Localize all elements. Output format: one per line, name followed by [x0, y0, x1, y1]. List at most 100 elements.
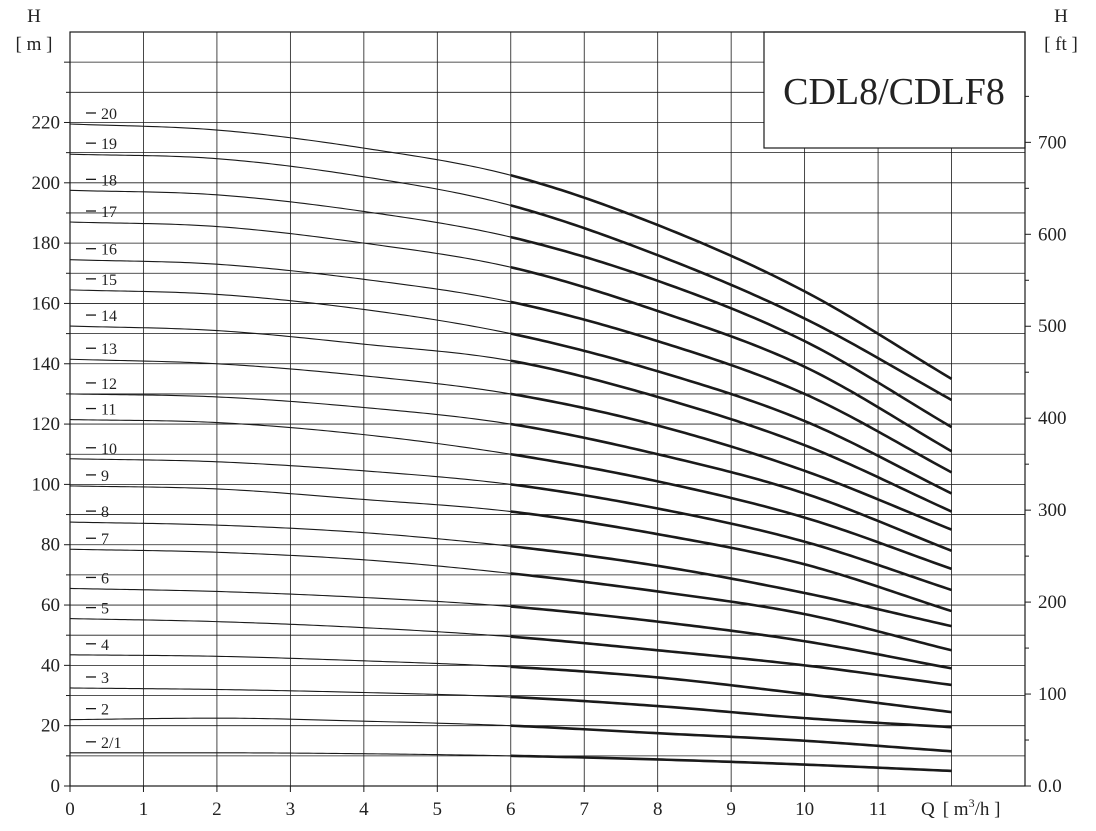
curve-stage-4-recommended	[510, 665, 952, 714]
left-tick-label: 60	[41, 595, 60, 616]
curve-stage-16-thin	[69, 259, 511, 303]
curve-stage-5-thin	[69, 618, 511, 638]
curve-stage-2/1-recommended	[510, 754, 952, 773]
x-tick-label: 6	[506, 799, 516, 820]
curve-stage-5-recommended	[510, 635, 952, 687]
right-tick-label: 100	[1038, 684, 1067, 705]
stage-label-12: 12	[101, 376, 117, 393]
x-tick-label: 5	[433, 799, 443, 820]
stage-label-14: 14	[101, 308, 117, 325]
curve-stage-12-thin	[69, 393, 511, 425]
curve-stage-18-recommended	[510, 235, 953, 429]
x-tick-label: 3	[286, 799, 296, 820]
right-tick-label: 400	[1038, 408, 1067, 429]
stage-label-17: 17	[101, 204, 117, 221]
curve-stage-15-recommended	[510, 332, 953, 495]
curve-stage-18-thin	[69, 189, 511, 238]
right-tick-label: 600	[1038, 224, 1067, 245]
left-tick-label: 200	[32, 173, 61, 194]
curve-stage-9-thin	[69, 485, 511, 513]
stage-label-18: 18	[101, 172, 117, 189]
left-axis-ticks: 0 20 40 60 80 100 120 140 160 180 200 220	[32, 61, 70, 797]
x-axis-unit-sup: 3	[969, 796, 975, 810]
x-tick-label: 4	[359, 799, 369, 820]
right-tick-label: 700	[1038, 132, 1067, 153]
curve-stage-13-recommended	[510, 392, 953, 531]
x-tick-label: 7	[579, 799, 589, 820]
stage-label-19: 19	[101, 136, 117, 153]
stage-label-10: 10	[101, 441, 117, 458]
curve-stage-4-thin	[69, 654, 511, 668]
stage-label-3: 3	[101, 670, 109, 687]
x-axis-ticks: 0 1 2 3 4 5 6 7 8 9 10 11	[65, 786, 887, 820]
x-tick-label: 9	[726, 799, 736, 820]
left-tick-label: 160	[32, 293, 61, 314]
stage-label-5: 5	[101, 601, 109, 618]
curve-stage-6-recommended	[510, 605, 952, 670]
curve-stage-16-recommended	[510, 300, 953, 474]
left-tick-label: 40	[41, 655, 60, 676]
curve-stage-7-thin	[69, 548, 511, 574]
x-tick-label: 11	[869, 799, 887, 820]
title-box	[763, 31, 1026, 149]
curve-stage-20-thin	[69, 123, 511, 176]
left-tick-label: 180	[32, 233, 61, 254]
curve-stage-17-thin	[69, 221, 511, 268]
curve-stage-3-recommended	[510, 695, 952, 729]
curve-stage-8-recommended	[510, 544, 952, 628]
stage-label-4: 4	[101, 637, 109, 654]
stage-label-8: 8	[101, 504, 109, 521]
stage-label-16: 16	[101, 242, 117, 259]
curve-stage-11-thin	[69, 419, 511, 455]
left-tick-label: 140	[32, 354, 61, 375]
curve-stage-10-recommended	[510, 483, 952, 592]
left-tick-label: 100	[32, 474, 61, 495]
stage-label-7: 7	[101, 531, 109, 548]
left-axis-unit: [ m ]	[16, 34, 53, 55]
stage-label-9: 9	[101, 468, 109, 485]
stage-label-13: 13	[101, 341, 117, 358]
stage-label-2: 2	[101, 702, 109, 719]
stage-label-11: 11	[101, 402, 116, 419]
left-tick-label: 0	[51, 776, 61, 797]
left-axis-symbol: H	[27, 6, 41, 27]
x-axis-unit-close: /h ]	[975, 799, 1001, 820]
curve-stage-11-recommended	[510, 452, 952, 571]
curve-stage-20-recommended	[510, 174, 953, 380]
right-tick-label: 200	[1038, 592, 1067, 613]
left-tick-label: 20	[41, 716, 60, 737]
curve-stage-2-recommended	[510, 724, 952, 753]
curve-stage-19-recommended	[510, 204, 953, 402]
curve-stage-14-recommended	[510, 359, 953, 513]
right-tick-label: 0.0	[1038, 776, 1062, 797]
curve-stage-7-recommended	[510, 572, 952, 652]
curve-stage-2-thin	[69, 717, 511, 727]
curve-stage-14-thin	[69, 325, 511, 362]
stage-label-6: 6	[101, 570, 109, 587]
x-axis-symbol: Q	[921, 799, 935, 820]
right-tick-label: 300	[1038, 500, 1067, 521]
right-axis-symbol: H	[1054, 6, 1068, 27]
x-tick-label: 0	[65, 799, 75, 820]
right-tick-label: 500	[1038, 316, 1067, 337]
curve-stage-17-recommended	[510, 265, 953, 453]
x-tick-label: 1	[139, 799, 149, 820]
stage-label-15: 15	[101, 272, 117, 289]
curve-stage-10-thin	[69, 458, 511, 485]
chart-title: CDL8/CDLF8	[783, 71, 1005, 113]
curves	[69, 123, 953, 773]
right-axis-ticks: 0.0 100 200 300 400 500 600 700	[1025, 95, 1067, 797]
plot-frame	[69, 31, 1026, 787]
x-axis-unit-open: [ m	[943, 799, 969, 820]
right-axis-unit: [ ft ]	[1044, 34, 1078, 55]
x-tick-label: 2	[212, 799, 222, 820]
curve-stage-3-thin	[69, 687, 511, 698]
curve-stage-9-recommended	[510, 510, 952, 613]
stage-label-2/1: 2/1	[101, 735, 121, 752]
stage-labels: 2/1 2 3 4 5 6 7 8 9 10 11 12 13 14 15 16 17 18 19 20	[86, 106, 121, 752]
x-tick-label: 8	[653, 799, 663, 820]
left-tick-label: 120	[32, 414, 61, 435]
left-tick-label: 80	[41, 535, 60, 556]
curve-stage-8-thin	[69, 521, 511, 547]
